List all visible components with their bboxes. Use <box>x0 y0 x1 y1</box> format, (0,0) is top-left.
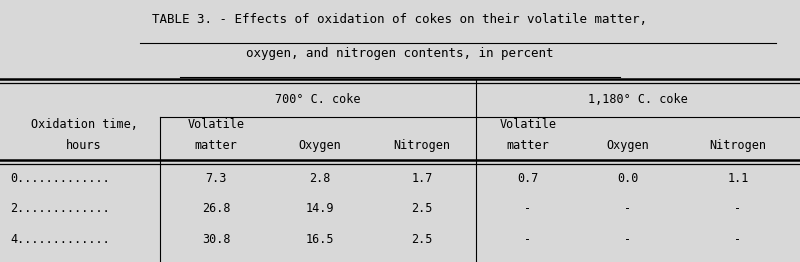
Text: 1,180° C. coke: 1,180° C. coke <box>588 93 688 106</box>
Text: Volatile: Volatile <box>187 118 245 131</box>
Text: hours: hours <box>66 139 102 152</box>
Text: 2.5: 2.5 <box>411 233 433 245</box>
Text: Oxygen: Oxygen <box>606 139 650 152</box>
Text: 0.7: 0.7 <box>518 172 538 185</box>
Text: 2.8: 2.8 <box>310 172 330 185</box>
Text: Nitrogen: Nitrogen <box>710 139 766 152</box>
Text: Oxidation time,: Oxidation time, <box>30 118 138 131</box>
Text: 0.0: 0.0 <box>618 172 638 185</box>
Text: 30.8: 30.8 <box>202 233 230 245</box>
Text: 7.3: 7.3 <box>206 172 226 185</box>
Text: 4.............: 4............. <box>10 233 110 245</box>
Text: 2.............: 2............. <box>10 203 110 215</box>
Text: 16.5: 16.5 <box>306 233 334 245</box>
Text: 1.7: 1.7 <box>411 172 433 185</box>
Text: -: - <box>625 203 631 215</box>
Text: 700° C. coke: 700° C. coke <box>275 93 361 106</box>
Text: -: - <box>734 203 742 215</box>
Text: Oxygen: Oxygen <box>298 139 342 152</box>
Text: Nitrogen: Nitrogen <box>394 139 450 152</box>
Text: oxygen, and nitrogen contents, in percent: oxygen, and nitrogen contents, in percen… <box>246 47 554 60</box>
Text: matter: matter <box>506 139 550 152</box>
Text: Volatile: Volatile <box>499 118 557 131</box>
Text: matter: matter <box>194 139 238 152</box>
Text: TABLE 3. - Effects of oxidation of cokes on their volatile matter,: TABLE 3. - Effects of oxidation of cokes… <box>153 13 647 26</box>
Text: 0.............: 0............. <box>10 172 110 185</box>
Text: 1.1: 1.1 <box>727 172 749 185</box>
Text: 26.8: 26.8 <box>202 203 230 215</box>
Text: -: - <box>734 233 742 245</box>
Text: 2.5: 2.5 <box>411 203 433 215</box>
Text: -: - <box>625 233 631 245</box>
Text: -: - <box>525 233 531 245</box>
Text: 14.9: 14.9 <box>306 203 334 215</box>
Text: -: - <box>525 203 531 215</box>
